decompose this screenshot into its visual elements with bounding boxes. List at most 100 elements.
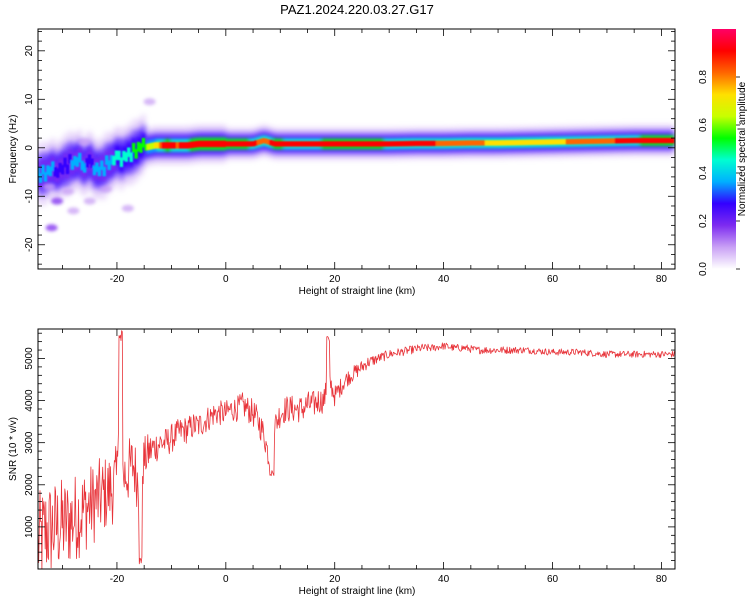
heatmap-cell xyxy=(109,155,114,165)
heatmap-cell xyxy=(362,141,366,147)
heatmap-x-tick-label: 0 xyxy=(223,274,229,285)
heatmap-cell xyxy=(112,155,116,166)
heatmap-cell xyxy=(266,139,271,145)
heatmap-cell xyxy=(92,165,97,176)
heatmap-cell xyxy=(663,137,667,144)
heatmap-blob xyxy=(67,207,80,215)
heatmap-cell xyxy=(212,140,217,148)
heatmap-cell xyxy=(345,141,349,147)
heatmap-cell xyxy=(497,140,501,146)
heatmap-cell xyxy=(242,141,246,147)
heatmap-cell xyxy=(565,139,569,145)
heatmap-cell xyxy=(252,141,256,147)
heatmap-cell xyxy=(359,141,364,147)
heatmap-cell xyxy=(342,141,347,147)
heatmap-cell xyxy=(448,140,452,146)
heatmap-cell xyxy=(332,141,337,147)
heatmap-cell xyxy=(166,142,170,149)
heatmap-cell xyxy=(487,140,491,146)
colorbar: 0.0 0.2 0.4 0.6 0.8 Normalized spectral ampl… xyxy=(698,29,748,276)
heatmap-cell xyxy=(528,139,533,146)
heatmap-cell xyxy=(114,150,119,161)
heatmap-cell xyxy=(234,141,239,147)
heatmap-cell xyxy=(467,140,471,146)
heatmap-cell xyxy=(430,140,435,147)
heatmap-cell xyxy=(433,140,437,147)
heatmap-blob xyxy=(100,185,113,193)
heatmap-cell xyxy=(350,141,354,147)
heatmap-cell xyxy=(609,138,614,144)
heatmap-cell xyxy=(381,141,386,147)
heatmap-cell xyxy=(217,140,222,148)
heatmap-cell xyxy=(154,142,158,149)
heatmap-y-tick-label: 0 xyxy=(24,145,35,151)
heatmap-cell xyxy=(648,137,653,144)
heatmap-cell xyxy=(526,139,530,146)
heatmap-cell xyxy=(617,138,621,144)
heatmap-cell xyxy=(73,156,77,166)
heatmap-cell xyxy=(247,141,251,147)
heatmap-cell xyxy=(271,140,275,147)
heatmap-cell xyxy=(232,141,236,147)
heatmap-cell xyxy=(509,140,513,146)
colorbar-tick-label: 0.4 xyxy=(698,166,709,180)
heatmap-y-axis-label: Frequency (Hz) xyxy=(8,115,19,184)
heatmap-cell xyxy=(408,140,413,147)
colorbar-gradient xyxy=(712,29,736,269)
heatmap-x-tick-label: 80 xyxy=(656,274,668,285)
heatmap-cell xyxy=(117,150,121,161)
heatmap-cell xyxy=(403,140,408,147)
heatmap-cell xyxy=(543,139,547,145)
heatmap-cell xyxy=(396,141,400,147)
heatmap-cell xyxy=(193,141,197,148)
heatmap-cell xyxy=(261,138,266,144)
heatmap-cell xyxy=(391,141,396,147)
heatmap-cell xyxy=(43,172,48,182)
heatmap-cell xyxy=(100,160,104,171)
heatmap-y-tick-label: -10 xyxy=(24,189,35,204)
heatmap-x-tick-label: 20 xyxy=(329,274,341,285)
heatmap-cell xyxy=(215,140,219,148)
heatmap-cell xyxy=(229,141,234,147)
heatmap-cell xyxy=(580,138,584,145)
heatmap-cell xyxy=(259,138,263,145)
heatmap-cell xyxy=(195,140,200,148)
heatmap-cell xyxy=(105,155,109,165)
heatmap-cell xyxy=(418,140,422,147)
heatmap-cell xyxy=(68,154,72,164)
heatmap-cell xyxy=(494,140,498,146)
heatmap-cell xyxy=(421,140,425,147)
heatmap-cell xyxy=(389,141,393,147)
heatmap-cell xyxy=(661,137,665,144)
heatmap-cell xyxy=(560,139,565,145)
heatmap-cell xyxy=(629,137,633,144)
heatmap-cell xyxy=(386,141,391,147)
heatmap-cell xyxy=(472,140,476,146)
heatmap-cell xyxy=(303,141,307,147)
heatmap-cell xyxy=(205,140,209,148)
heatmap-cell xyxy=(149,143,153,150)
heatmap-cell xyxy=(553,139,557,145)
heatmap-cell xyxy=(327,141,332,147)
heatmap-cell xyxy=(521,139,525,146)
heatmap-cell xyxy=(237,141,241,147)
heatmap-cell xyxy=(254,140,258,146)
heatmap-cell xyxy=(283,141,288,147)
heatmap-cell xyxy=(621,138,626,144)
heatmap-cell xyxy=(443,140,447,147)
heatmap-x-tick-label: 40 xyxy=(438,274,450,285)
snr-y-tick-label: 5000 xyxy=(24,347,35,370)
heatmap-cell xyxy=(374,141,378,147)
heatmap-cell xyxy=(210,140,214,148)
colorbar-tick-label: 0.0 xyxy=(698,262,709,276)
colorbar-tick-label: 0.2 xyxy=(698,214,709,228)
heatmap-cell xyxy=(376,141,381,147)
heatmap-cell xyxy=(65,164,70,175)
heatmap-cell xyxy=(90,158,94,169)
heatmap-cell xyxy=(87,154,92,165)
heatmap-cell xyxy=(347,141,351,147)
heatmap-cell xyxy=(278,141,283,147)
heatmap-panel: -20 0 20 40 60 80 -20 -10 0 10 20 Height of straig… xyxy=(8,28,676,297)
heatmap-cell xyxy=(536,139,540,145)
heatmap-cell xyxy=(178,142,182,149)
